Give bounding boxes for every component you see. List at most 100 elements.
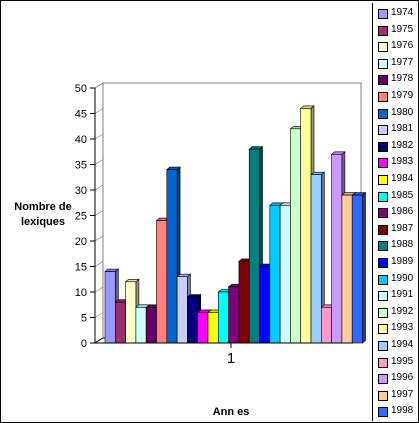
legend-label: 1987 [391,222,414,234]
legend-item-1995: 1995 [378,355,418,369]
legend-item-1998: 1998 [378,404,418,418]
legend-label: 1989 [391,256,414,267]
y-grid-depth [94,159,104,165]
bar-1987 [238,261,250,344]
legend-label: 1979 [391,90,414,101]
legend-label: 1991 [391,289,414,301]
legend-label: 1978 [391,73,414,85]
y-tick-label: 15 [75,262,87,274]
legend-item-1982: 1982 [378,139,418,153]
legend-item-1994: 1994 [378,338,418,352]
legend-label: 1997 [391,388,414,400]
legend-swatch [378,25,388,36]
legend-swatch [378,58,388,69]
y-grid-depth [94,312,104,318]
y-tick-label: 50 [75,83,87,95]
legend-swatch [378,307,388,318]
legend-label: 1974 [391,7,414,18]
legend-item-1987: 1987 [378,222,418,236]
bar-1985 [218,291,229,344]
legend-label: 1976 [391,40,414,52]
y-grid-depth [94,261,104,267]
legend-swatch [378,324,388,335]
y-grid-depth [94,133,104,140]
bar-1993 [300,108,312,344]
legend-swatch [378,75,388,86]
legend-item-1985: 1985 [378,189,418,203]
legend-item-1989: 1989 [378,255,418,269]
bar-1995 [320,306,332,344]
legend-label: 1992 [391,305,414,317]
y-tick-label: 40 [75,134,87,146]
legend-label: 1985 [391,189,414,201]
bar-1980 [166,169,178,344]
bar-1979 [156,220,168,344]
bar-1977 [135,306,147,344]
y-tick-label: 5 [81,313,87,325]
y-tick-label: 30 [75,185,87,197]
legend-item-1978: 1978 [378,72,418,86]
bar-1984 [207,312,219,344]
bar-1998 [351,194,363,344]
bar-1974 [104,271,116,344]
legend-item-1997: 1997 [378,388,418,402]
y-tick-label: 0 [81,338,87,350]
legend-item-1986: 1986 [378,205,418,219]
legend-label: 1982 [391,139,414,151]
legend-item-1996: 1996 [378,371,418,385]
chart-legend: 1974 1975 1976 1977 1978 1979 1980 1981 1982 1983… [372,3,418,421]
bar-side-1998 [362,191,366,344]
legend-item-1974: 1974 [378,6,418,20]
legend-label: 1990 [391,272,414,284]
legend-label: 1977 [391,56,414,68]
legend-swatch [378,92,388,102]
legend-item-1977: 1977 [378,56,418,70]
legend-item-1976: 1976 [378,39,418,53]
legend-swatch [378,158,388,169]
legend-label: 1980 [391,106,414,118]
bar-1994 [310,174,322,344]
y-grid-depth [94,286,104,293]
y-grid-depth [94,235,104,242]
bar-1989 [259,266,271,344]
legend-swatch [378,274,388,285]
legend-swatch [378,390,388,401]
legend-item-1988: 1988 [378,238,418,252]
legend-label: 1996 [391,372,414,384]
bar-1992 [290,128,301,344]
legend-label: 1975 [391,23,414,35]
bar-1975 [115,301,126,344]
legend-item-1979: 1979 [378,89,418,103]
legend-swatch [378,291,388,302]
bar-1997 [341,194,353,344]
legend-swatch [378,357,388,368]
legend-swatch [378,108,388,119]
bar-1990 [269,205,281,344]
y-tick-label: 25 [75,211,87,223]
y-axis-label: Nombre de lexiques [14,201,72,228]
bar-1991 [279,205,291,344]
legend-swatch [378,42,388,53]
x-axis-label: Ann es [212,406,250,418]
legend-label: 1986 [391,206,414,218]
legend-swatch [378,407,388,418]
legend-swatch [378,9,388,19]
bar-1983 [197,312,209,344]
legend-item-1981: 1981 [378,122,418,136]
bar-1986 [228,286,240,344]
legend-swatch [378,258,388,268]
bar-1996 [331,154,343,344]
legend-label: 1993 [391,322,414,334]
legend-swatch [378,175,388,185]
legend-swatch [378,208,388,219]
legend-label: 1983 [391,156,414,168]
legend-swatch [378,241,388,252]
legend-swatch [378,341,388,351]
y-grid-depth [94,108,104,114]
y-tick-label: 10 [75,287,87,299]
legend-label: 1995 [391,355,414,367]
legend-item-1980: 1980 [378,106,418,120]
legend-label: 1998 [391,405,414,417]
bar-1976 [125,281,137,344]
legend-swatch [378,141,388,152]
